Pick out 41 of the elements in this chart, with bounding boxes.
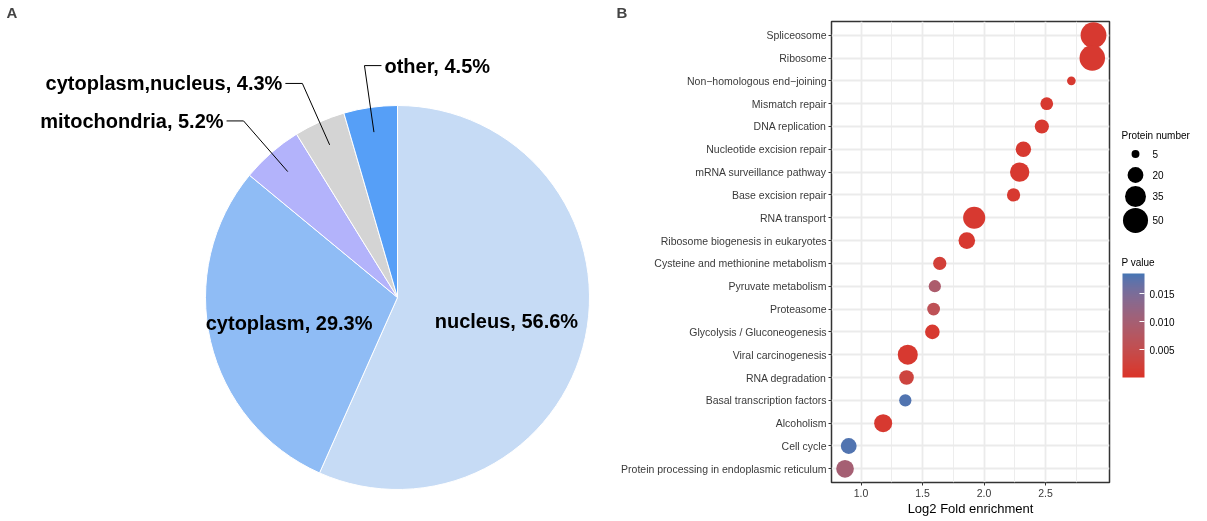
slice-label: cytoplasm, 29.3% bbox=[205, 312, 373, 335]
legend-label: 20 bbox=[1152, 170, 1165, 181]
x-tick-label: 2.5 bbox=[1038, 486, 1053, 499]
x-axis-title: Log2 Fold enrichment bbox=[907, 500, 1034, 516]
y-tick-label: Base excision repair bbox=[731, 188, 827, 201]
slice-label: mitochondria, 5.2% bbox=[40, 109, 224, 132]
slice-label: nucleus, 56.6% bbox=[434, 309, 579, 332]
y-tick-label: Glycolysis / Gluconeogenesis bbox=[689, 325, 827, 338]
x-tick-label: 2.0 bbox=[976, 486, 992, 499]
y-tick-label: Cysteine and methionine metabolism bbox=[654, 257, 827, 270]
color-bar-label: 0.010 bbox=[1149, 316, 1175, 328]
text: B bbox=[616, 3, 628, 21]
y-tick-label: Proteasome bbox=[769, 303, 827, 316]
legend-label: 5 bbox=[1152, 149, 1159, 160]
x-tick-label: 1.0 bbox=[853, 486, 869, 499]
y-tick-label: Protein processing in endoplasmic reticulum bbox=[621, 462, 827, 475]
y-tick-label: Cell cycle bbox=[781, 439, 827, 452]
legend-label: 50 bbox=[1152, 215, 1165, 227]
y-tick-label: Viral carcinogenesis bbox=[732, 348, 827, 361]
y-tick-label: Basal transcription factors bbox=[705, 394, 827, 407]
legend-title: Protein number bbox=[1121, 130, 1191, 141]
chart-title: A bbox=[6, 3, 18, 21]
y-tick-label: mRNA surveillance pathway bbox=[695, 166, 827, 179]
y-tick-label: RNA transport bbox=[759, 211, 826, 224]
y-tick-label: DNA replication bbox=[753, 120, 827, 133]
y-tick-label: Pyruvate metabolism bbox=[728, 280, 827, 293]
y-tick-label: Spliceosome bbox=[766, 29, 827, 42]
slice-label: other, 4.5% bbox=[384, 54, 491, 77]
y-tick-label: Ribosome biogenesis in eukaryotes bbox=[660, 234, 827, 247]
y-tick-label: Ribosome bbox=[779, 52, 827, 65]
y-tick-label: RNA degradation bbox=[745, 371, 827, 384]
slice-label: cytoplasm,nucleus, 4.3% bbox=[45, 72, 283, 95]
y-tick-label: Non−homologous end−joining bbox=[686, 74, 827, 87]
x-tick-label: 1.5 bbox=[915, 486, 930, 499]
y-tick-label: Mismatch repair bbox=[751, 97, 827, 110]
legend-label: 35 bbox=[1152, 191, 1165, 203]
y-tick-label: Alcoholism bbox=[775, 417, 827, 430]
color-bar-title: P value bbox=[1121, 257, 1156, 268]
color-bar-label: 0.015 bbox=[1149, 288, 1175, 300]
y-tick-label: Nucleotide excision repair bbox=[706, 143, 827, 156]
color-bar-label: 0.005 bbox=[1149, 344, 1175, 356]
